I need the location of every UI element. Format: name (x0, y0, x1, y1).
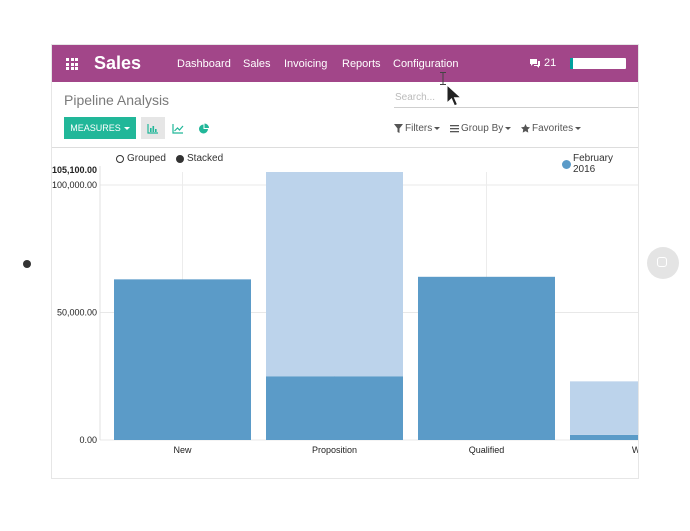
line-chart-icon (172, 123, 184, 134)
bar-primary (418, 276, 555, 440)
pie-chart-view-button[interactable] (192, 117, 216, 139)
y-tick-label: 0.00 (79, 435, 97, 445)
bar-primary (114, 279, 251, 440)
list-icon (450, 125, 459, 133)
stacked-radio (176, 154, 184, 163)
bar-chart-icon (147, 123, 158, 134)
page-title: Pipeline Analysis (64, 92, 170, 108)
bar-secondary (570, 381, 638, 435)
search-input[interactable]: Search... (394, 92, 638, 108)
comments-icon (530, 58, 540, 68)
caret-down-icon (505, 127, 512, 130)
filter-icon (394, 124, 403, 133)
menu-configuration[interactable]: Configuration (393, 58, 459, 70)
filters-dropdown[interactable]: Filters (394, 123, 441, 134)
x-tick-label: Wo (632, 445, 639, 455)
stacked-label: Stacked (187, 153, 224, 164)
menu-reports[interactable]: Reports (342, 58, 381, 70)
text-cursor-icon (440, 72, 446, 85)
x-tick-label: Qualified (469, 445, 505, 455)
measures-label: MEASURES (70, 123, 121, 133)
y-axis-max-label: 105,100.00 (52, 165, 98, 175)
menu-invoicing[interactable]: Invoicing (284, 58, 328, 70)
chart-legend[interactable]: February 2016 (562, 153, 638, 175)
y-tick-label: 100,000.00 (52, 180, 97, 190)
caret-down-icon (575, 127, 582, 130)
app-window: Sales Dashboard Sales Invoicing Reports … (51, 44, 639, 479)
groupby-dropdown[interactable]: Group By (450, 123, 512, 134)
measures-button[interactable]: MEASURES (64, 117, 136, 139)
menu-sales[interactable]: Sales (243, 58, 271, 70)
bar-primary (570, 434, 638, 440)
caret-down-icon (434, 127, 441, 130)
groupby-label: Group By (461, 123, 504, 134)
legend-label: February 2016 (573, 153, 614, 175)
messages-count: 21 (544, 57, 557, 69)
menu-dashboard[interactable]: Dashboard (177, 58, 231, 70)
favorites-dropdown[interactable]: Favorites (521, 123, 582, 134)
legend-color-dot (562, 159, 571, 169)
grouped-toggle[interactable]: Grouped (116, 153, 166, 164)
line-chart-view-button[interactable] (166, 117, 190, 139)
bar-secondary (266, 172, 403, 377)
y-tick-label: 50,000.00 (57, 308, 97, 318)
stacked-toggle[interactable]: Stacked (176, 153, 223, 164)
bar-primary (266, 376, 403, 440)
app-name: Sales (94, 53, 142, 73)
chart-area: 0.00 50,000.00 100,000.00 New Proposition Qua… (52, 148, 639, 478)
pie-chart-icon (199, 123, 209, 133)
left-indicator-dot (23, 260, 31, 268)
grouped-radio (116, 154, 124, 163)
messages-button[interactable]: 21 (529, 57, 556, 69)
top-navbar: Sales Dashboard Sales Invoicing Reports … (52, 45, 638, 82)
bar-chart-view-button[interactable] (141, 117, 165, 139)
side-panel-button[interactable] (647, 247, 679, 279)
caret-down-icon (123, 126, 130, 130)
mouse-pointer-icon (446, 84, 462, 107)
app-grid-icon[interactable] (66, 58, 78, 70)
star-icon (521, 124, 530, 133)
favorites-label: Favorites (532, 123, 574, 134)
x-tick-label: New (173, 445, 192, 455)
control-panel-divider (52, 147, 638, 148)
bar-chart: 0.00 50,000.00 100,000.00 New Proposition Qua… (52, 166, 639, 455)
user-menu[interactable] (570, 58, 626, 69)
filters-label: Filters (405, 123, 433, 134)
x-tick-label: Proposition (312, 445, 357, 455)
grouped-label: Grouped (127, 153, 166, 164)
